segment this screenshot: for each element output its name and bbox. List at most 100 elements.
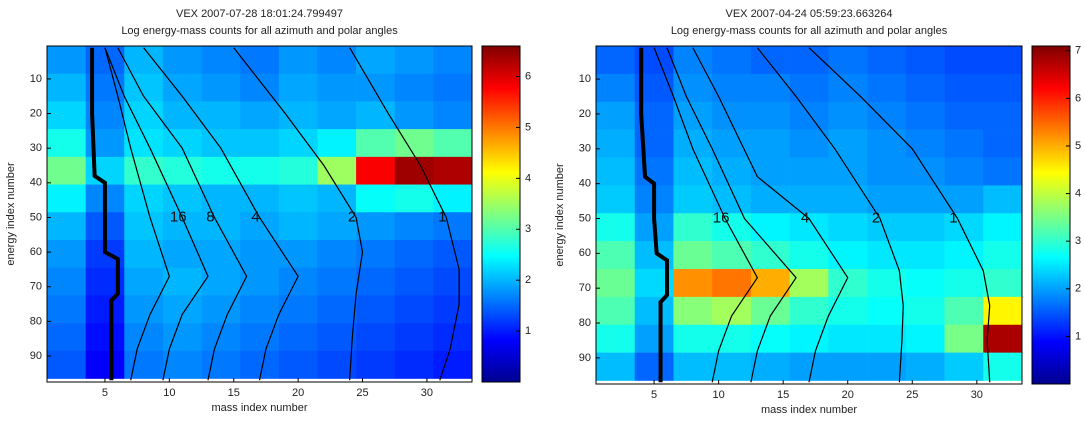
heatmap-cell [983,129,1023,158]
heatmap-cell [789,241,829,270]
heatmap-cell [673,269,713,298]
colorbar-tick-label: 3 [1075,235,1081,247]
heatmap-cell [394,295,434,324]
heatmap-cell [433,156,473,185]
heatmap-cell [201,350,241,379]
y-tick-label: 30 [30,142,42,154]
heatmap-cell [433,129,473,158]
heatmap-cell [789,157,829,186]
heatmap-cell [750,73,790,103]
heatmap-cell [983,73,1023,103]
heatmap-cell [47,323,86,352]
x-tick-label: 20 [292,387,304,399]
heatmap-cell [124,239,164,268]
heatmap-cell [278,239,318,268]
heatmap-cell [394,239,434,268]
heatmap-cell [867,296,907,326]
heatmap-cell [201,46,241,75]
heatmap-cell [240,350,280,379]
heatmap-cell [596,324,636,353]
x-tick-label: 30 [421,387,433,399]
heatmap-cell [712,296,752,326]
contour-line [349,47,460,381]
heatmap-cell [240,101,280,130]
y-tick-label: 40 [30,177,42,189]
heatmap-cell [394,212,434,241]
heatmap-cell [85,295,125,324]
colorbar-tick-label: 7 [1075,45,1081,57]
heatmap-cell [673,185,713,214]
heatmap-cell [750,213,790,242]
heatmap-cell [433,212,473,241]
heatmap-cell [317,267,357,296]
colorbar-tick-label: 4 [525,172,531,184]
heatmap-cell [634,352,674,381]
heatmap-cell [828,129,868,158]
heatmap-cell [433,295,473,324]
heatmap-cell [867,241,907,270]
plot-frame [595,45,1023,385]
heatmap-cell [789,129,829,158]
heatmap-cell [750,101,790,130]
y-tick-label: 30 [579,143,591,155]
x-tick-label: 10 [713,389,725,401]
heatmap-cell [124,184,164,213]
contour-label: 8 [206,208,214,225]
heatmap-cell [673,296,713,326]
y-tick-label: 60 [30,246,42,258]
heatmap-cell [47,267,86,296]
colorbar-tick-label: 3 [525,223,531,235]
heatmap-cell [905,269,945,298]
heatmap-cell [201,156,241,185]
heatmap-cell [905,324,945,353]
contour-label: 16 [713,209,730,226]
heatmap-cell [750,157,790,186]
heatmap-cell [433,46,473,75]
heatmap-cell [162,156,202,185]
contour-line [692,47,849,383]
heatmap-cell [394,350,434,379]
y-tick-label: 90 [579,352,591,364]
heatmap-cell [124,73,164,102]
plot-frame [46,45,473,383]
colorbar-tick-label: 6 [525,70,531,82]
colorbar-tick-label: 1 [525,325,531,337]
heatmap-cell [124,129,164,158]
heatmap-cell [47,156,86,185]
colorbar-tick-label: 6 [1075,92,1081,104]
heatmap-cell [828,324,868,353]
x-tick-label: 30 [971,389,983,401]
heatmap-cell [394,323,434,352]
heatmap-cell [596,46,636,75]
heatmap-cell [85,350,125,379]
heatmap-cell [124,267,164,296]
colorbar-tick-label: 4 [1075,187,1081,199]
heatmap-cell [828,213,868,242]
contour-line [104,47,209,381]
y-tick-label: 10 [579,73,591,85]
heatmap-cell [789,324,829,353]
contour-label: 1 [949,209,957,226]
heatmap-cell [828,269,868,298]
heatmap-cell [944,129,984,158]
heatmap-cell [944,157,984,186]
heatmap-cell [124,101,164,130]
chart-subtitle: Log energy-mass counts for all azimuth a… [121,25,398,37]
heatmap-cell [634,324,674,353]
heatmap-cell [944,324,984,353]
heatmap-cell [162,267,202,296]
heatmap-cell [712,46,752,75]
y-tick-label: 60 [579,247,591,259]
heatmap-cell [905,352,945,381]
contour-line [808,47,991,383]
heatmap-cell [905,73,945,103]
heatmap-cell [789,296,829,326]
heatmap-cell [750,296,790,326]
heatmap-cell [240,295,280,324]
heatmap-cell [162,101,202,130]
chart-panel: VEX 2007-04-24 05:59:23.663264 Log energy… [554,8,1081,416]
heatmap-cell [596,213,636,242]
x-tick-label: 10 [163,387,175,399]
heatmap-cell [240,46,280,75]
heatmap-cell [162,295,202,324]
